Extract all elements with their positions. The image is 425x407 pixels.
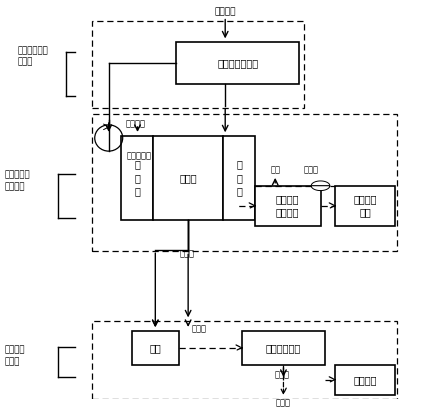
Text: 排气阀: 排气阀: [304, 165, 319, 174]
Bar: [122, 136, 153, 220]
Text: 发动机: 发动机: [179, 173, 197, 183]
Text: 环境空气: 环境空气: [215, 7, 236, 16]
Text: 发动机散热装置: 发动机散热装置: [217, 58, 258, 68]
Bar: [335, 365, 395, 395]
Bar: [255, 186, 320, 225]
Bar: [92, 321, 397, 399]
Text: 机械能: 机械能: [191, 324, 207, 333]
Text: 机械能: 机械能: [275, 370, 290, 379]
Bar: [335, 186, 395, 225]
Text: 第一循环泵: 第一循环泵: [127, 151, 152, 160]
Text: 吸入空气: 吸入空气: [126, 120, 146, 129]
Text: 烟气消音
装置: 烟气消音 装置: [353, 194, 377, 217]
Bar: [92, 21, 303, 108]
Bar: [132, 331, 178, 365]
Text: 机械能: 机械能: [276, 398, 291, 407]
Bar: [92, 114, 397, 252]
Text: 排
气
端: 排 气 端: [236, 160, 242, 196]
Text: 发动机热转
功子系统: 发动机热转 功子系统: [5, 170, 31, 191]
Text: 烟气触媒
净化装置: 烟气触媒 净化装置: [276, 194, 300, 217]
Bar: [223, 136, 255, 220]
Polygon shape: [311, 181, 330, 186]
Text: 烟气: 烟气: [270, 165, 280, 174]
Text: 动力传动装置: 动力传动装置: [266, 343, 301, 353]
Text: 环境空气冷却
子系统: 环境空气冷却 子系统: [18, 46, 48, 67]
Text: 主轴: 主轴: [150, 343, 161, 353]
Text: 机械能: 机械能: [180, 249, 195, 258]
Bar: [176, 42, 299, 84]
Text: 吸
气
端: 吸 气 端: [134, 160, 140, 196]
Bar: [153, 136, 223, 220]
Text: 启动电机: 启动电机: [353, 375, 377, 385]
Text: 动力传输
子系统: 动力传输 子系统: [5, 345, 26, 366]
Polygon shape: [311, 186, 330, 190]
Bar: [242, 331, 325, 365]
